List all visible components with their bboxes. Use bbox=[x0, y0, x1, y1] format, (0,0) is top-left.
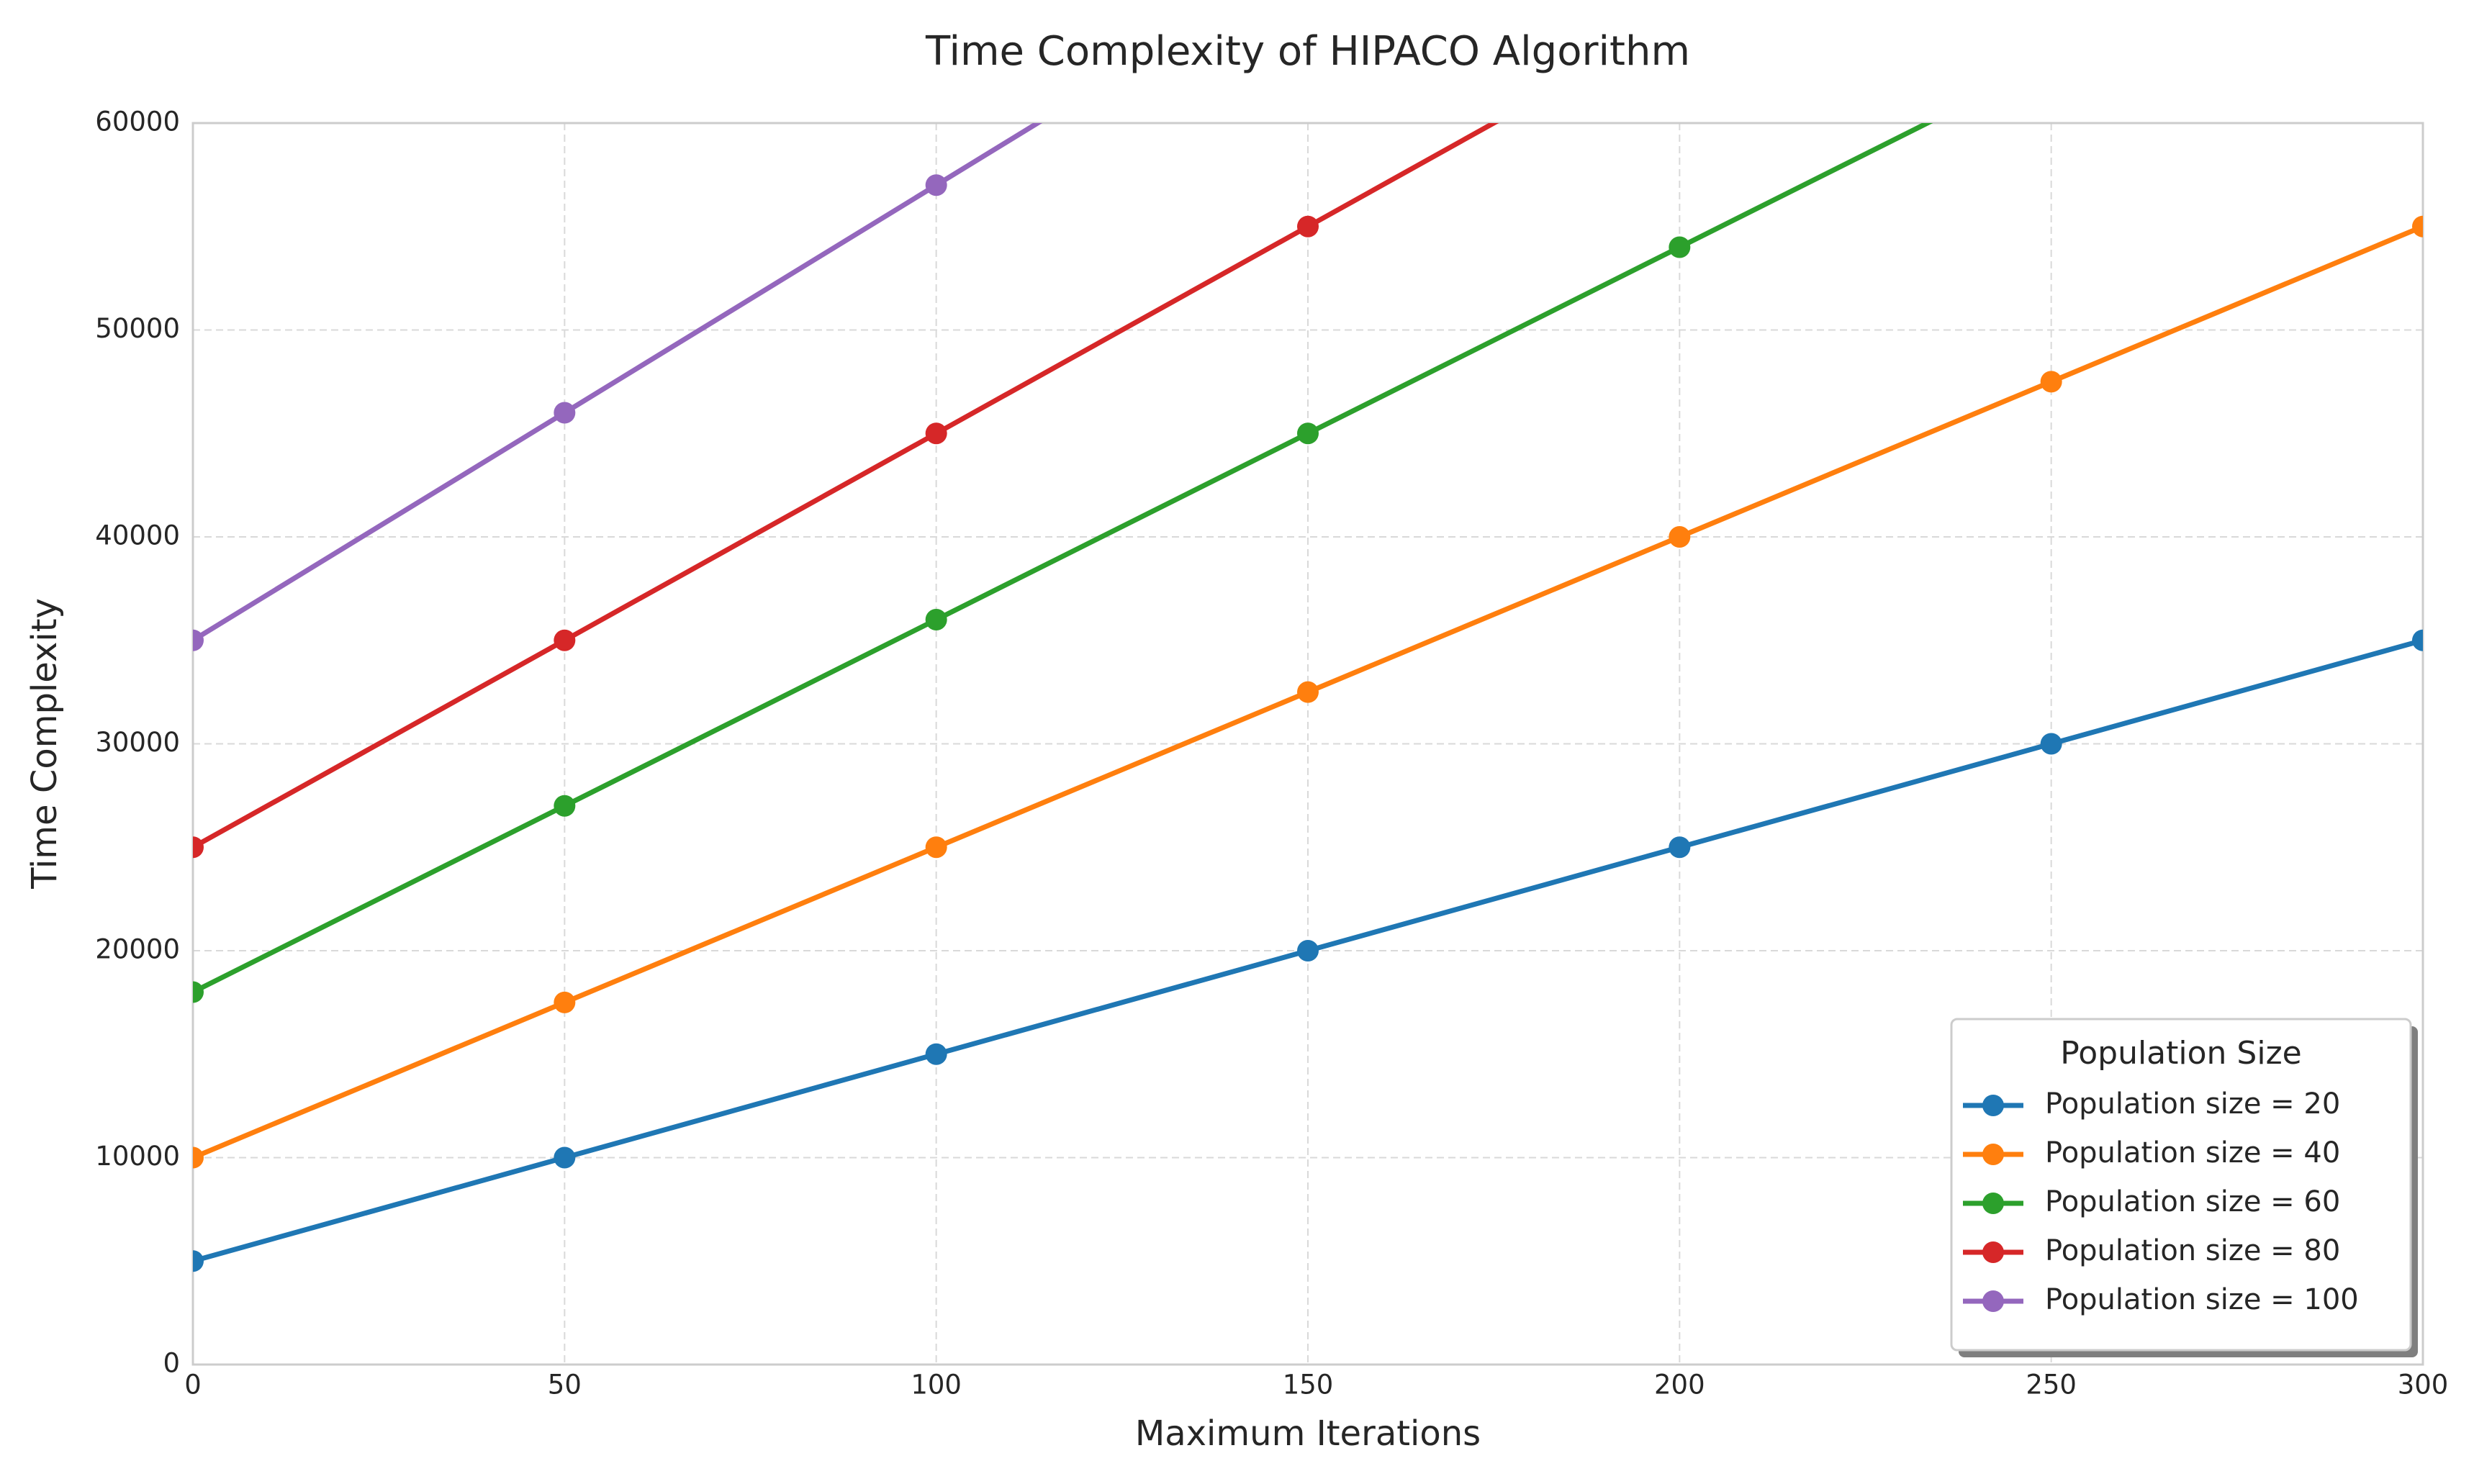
x-tick-label: 250 bbox=[2026, 1370, 2077, 1401]
x-tick-label: 100 bbox=[911, 1370, 962, 1401]
data-point bbox=[2412, 215, 2423, 237]
data-point bbox=[193, 836, 204, 859]
plot-area bbox=[193, 123, 2423, 1272]
data-point bbox=[925, 609, 947, 630]
data-point bbox=[1297, 940, 1319, 962]
x-axis-label: Maximum Iterations bbox=[1135, 1413, 1481, 1454]
data-point bbox=[554, 795, 576, 817]
legend-box bbox=[1950, 1018, 2412, 1352]
x-tick-label: 300 bbox=[2398, 1370, 2449, 1401]
y-axis-label: Time Complexity bbox=[24, 598, 65, 890]
legend-label: Population size = 40 bbox=[2045, 1136, 2340, 1169]
x-tick-label: 200 bbox=[1654, 1370, 1705, 1401]
data-point bbox=[193, 1250, 204, 1272]
x-tick-label: 150 bbox=[1283, 1370, 1334, 1401]
y-tick-label: 0 bbox=[163, 1348, 180, 1379]
data-point bbox=[193, 629, 204, 651]
data-point bbox=[925, 836, 947, 859]
data-point bbox=[1669, 526, 1691, 548]
data-point bbox=[193, 1146, 204, 1169]
y-tick-label: 40000 bbox=[95, 520, 180, 551]
data-point bbox=[925, 422, 947, 445]
x-tick-label: 0 bbox=[184, 1370, 202, 1401]
data-point bbox=[1297, 215, 1319, 237]
y-tick-label: 10000 bbox=[95, 1141, 180, 1172]
y-tick-label: 60000 bbox=[95, 107, 180, 137]
chart-title: Time Complexity of HIPACO Algorithm bbox=[925, 28, 1690, 75]
plot-frame bbox=[191, 122, 2424, 1366]
data-point bbox=[193, 981, 204, 1003]
y-tick-label: 20000 bbox=[95, 934, 180, 965]
legend-marker bbox=[1982, 1095, 2004, 1116]
x-tick-label: 50 bbox=[548, 1370, 582, 1401]
legend-label: Population size = 60 bbox=[2045, 1185, 2340, 1218]
data-point bbox=[1297, 422, 1319, 445]
data-point bbox=[1297, 681, 1319, 703]
legend-label: Population size = 100 bbox=[2045, 1283, 2359, 1316]
legend-title: Population Size bbox=[2060, 1035, 2301, 1072]
legend-marker bbox=[1982, 1290, 2004, 1312]
legend-label: Population size = 20 bbox=[2045, 1087, 2340, 1121]
data-point bbox=[2040, 371, 2062, 393]
data-point bbox=[554, 1146, 576, 1169]
legend-label: Population size = 80 bbox=[2045, 1234, 2340, 1267]
legend-marker bbox=[1982, 1144, 2004, 1165]
data-point bbox=[2412, 629, 2423, 651]
data-point bbox=[2040, 733, 2062, 755]
data-point bbox=[554, 629, 576, 651]
data-point bbox=[554, 991, 576, 1013]
y-tick-label: 30000 bbox=[95, 727, 180, 758]
legend-marker bbox=[1982, 1241, 2004, 1263]
data-point bbox=[1669, 836, 1691, 859]
y-tick-label: 50000 bbox=[95, 313, 180, 344]
data-point bbox=[925, 174, 947, 196]
data-point bbox=[925, 1043, 947, 1065]
data-point bbox=[554, 402, 576, 424]
data-point bbox=[1669, 236, 1691, 258]
legend-marker bbox=[1982, 1193, 2004, 1214]
